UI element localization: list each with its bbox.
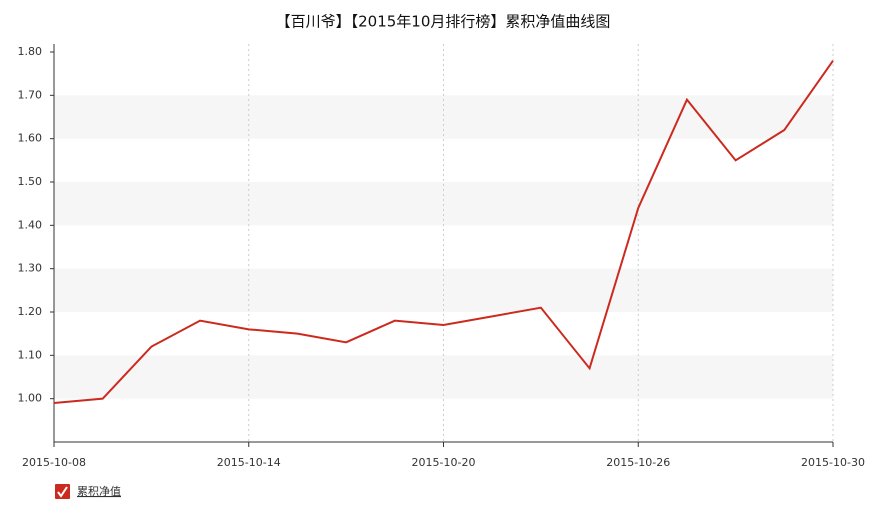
checkmark: [57, 486, 68, 498]
grid-band: [54, 95, 833, 139]
x-tick-label: 2015-10-14: [217, 456, 281, 469]
legend-checkbox[interactable]: [55, 484, 70, 499]
y-tick-label: 1.80: [18, 45, 43, 58]
grid-band: [54, 182, 833, 226]
legend-label[interactable]: 累积净值: [77, 484, 121, 498]
x-tick-label: 2015-10-30: [801, 456, 865, 469]
chart-title: 【百川爷】【2015年10月排行榜】累积净值曲线图: [276, 13, 611, 31]
x-tick-label: 2015-10-08: [22, 456, 86, 469]
x-tick-label: 2015-10-20: [412, 456, 476, 469]
y-tick-label: 1.70: [18, 88, 43, 101]
y-tick-label: 1.20: [18, 305, 43, 318]
y-tick-label: 1.60: [18, 132, 43, 145]
y-tick-label: 1.40: [18, 218, 43, 231]
y-tick-label: 1.00: [18, 392, 43, 405]
legend-item[interactable]: 累积净值: [55, 484, 121, 499]
y-tick-label: 1.50: [18, 175, 43, 188]
y-tick-label: 1.30: [18, 262, 43, 275]
grid-band: [54, 355, 833, 399]
data-line: [53, 60, 834, 404]
x-tick-label: 2015-10-26: [606, 456, 670, 469]
y-tick-label: 1.10: [18, 348, 43, 361]
